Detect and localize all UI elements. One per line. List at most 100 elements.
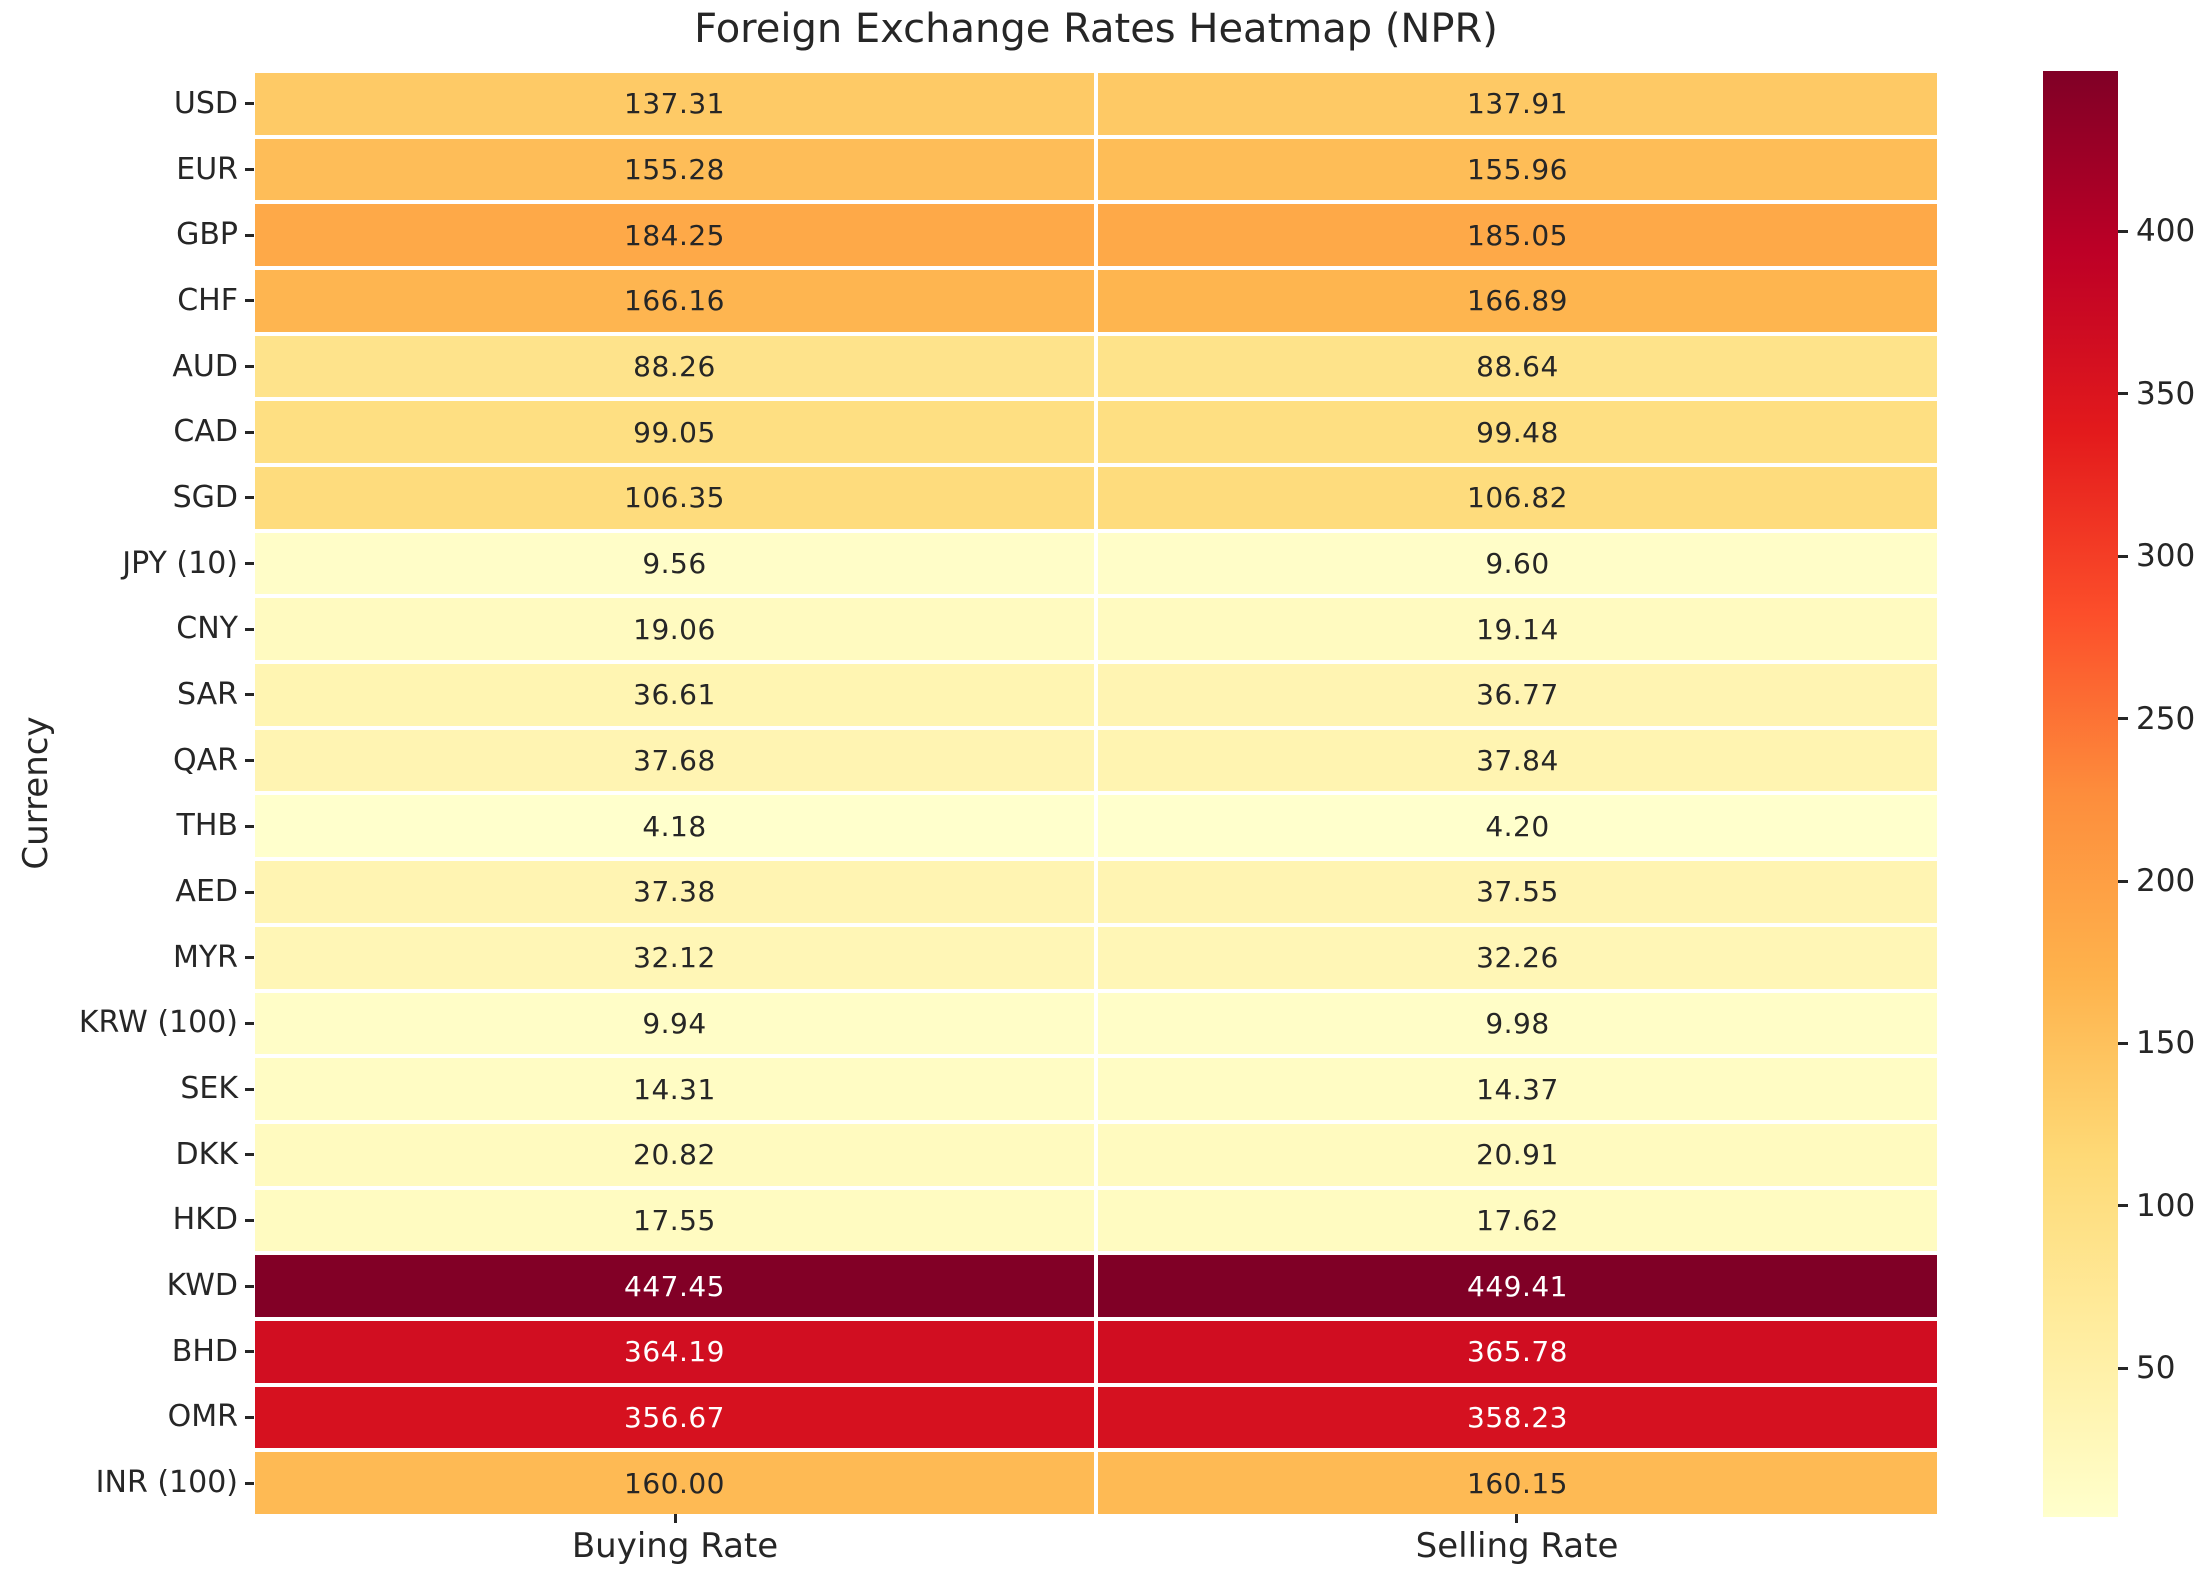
colorbar-tick-mark: [2118, 554, 2128, 558]
cell-value: 184.25: [624, 218, 725, 252]
heatmap-cell-hkd-selling: 17.62: [1098, 1189, 1937, 1252]
colorbar-tick-mark: [2118, 1204, 2128, 1208]
cell-value: 4.20: [1485, 809, 1550, 843]
x-tick-mark: [674, 1514, 677, 1523]
heatmap-cell-myr-buying: 32.12: [255, 926, 1094, 989]
cell-value: 36.77: [1476, 678, 1559, 712]
y-tick-mark: [245, 496, 254, 500]
cell-value: 166.16: [624, 284, 725, 318]
heatmap-cell-gbp-selling: 185.05: [1098, 204, 1937, 267]
heatmap-cell-aed-selling: 37.55: [1098, 861, 1937, 923]
x-tick-mark: [1515, 1514, 1518, 1523]
y-tick-label-myr: MYR: [172, 939, 238, 975]
heatmap-cell-bhd-selling: 365.78: [1098, 1320, 1937, 1383]
heatmap-cell-cny-selling: 19.14: [1098, 598, 1937, 661]
y-tick-mark: [245, 1153, 254, 1157]
cell-value: 155.28: [624, 153, 725, 186]
heatmap-cell-eur-selling: 155.96: [1098, 138, 1937, 201]
cell-value: 185.05: [1467, 218, 1568, 252]
y-tick-mark: [245, 890, 254, 894]
y-tick-mark: [245, 233, 254, 237]
heatmap-cell-chf-buying: 166.16: [255, 270, 1094, 332]
y-tick-mark: [245, 1350, 254, 1354]
y-tick-label-krw-100: KRW (100): [78, 1005, 238, 1041]
cell-value: 37.38: [633, 875, 716, 909]
heatmap-cell-gbp-buying: 184.25: [255, 204, 1094, 267]
cell-value: 88.64: [1476, 350, 1559, 384]
cell-value: 365.78: [1467, 1335, 1568, 1369]
cell-value: 37.55: [1476, 875, 1559, 909]
cell-value: 19.14: [1476, 612, 1559, 646]
cell-value: 160.15: [1467, 1466, 1568, 1500]
heatmap-cell-inr-100-selling: 160.15: [1098, 1452, 1937, 1514]
y-tick-label-aed: AED: [175, 874, 238, 910]
cell-value: 137.91: [1467, 87, 1568, 121]
heatmap-cell-jpy-10-buying: 9.56: [255, 532, 1094, 595]
heatmap-cell-bhd-buying: 364.19: [255, 1320, 1094, 1383]
y-tick-label-hkd: HKD: [172, 1202, 238, 1238]
y-tick-mark: [245, 1481, 254, 1485]
heatmap-cell-sek-buying: 14.31: [255, 1058, 1094, 1120]
y-tick-label-cny: CNY: [176, 611, 238, 647]
cell-value: 37.68: [633, 744, 716, 778]
heatmap-cell-sar-buying: 36.61: [255, 664, 1094, 726]
heatmap-cell-qar-selling: 37.84: [1098, 729, 1937, 792]
heatmap-cell-thb-buying: 4.18: [255, 795, 1094, 858]
y-tick-label-cad: CAD: [173, 414, 238, 450]
y-tick-mark: [245, 365, 254, 369]
colorbar-tick-label-250: 250: [2136, 700, 2196, 737]
y-tick-mark: [245, 430, 254, 434]
y-tick-label-dkk: DKK: [175, 1136, 238, 1172]
y-tick-label-usd: USD: [173, 85, 238, 121]
colorbar-tick-mark: [2118, 717, 2128, 721]
heatmap-cell-inr-100-buying: 160.00: [255, 1452, 1094, 1514]
heatmap-cell-kwd-buying: 447.45: [255, 1255, 1094, 1317]
cell-value: 32.26: [1476, 941, 1559, 975]
colorbar-tick-label-100: 100: [2136, 1187, 2196, 1224]
chart-title: Foreign Exchange Rates Heatmap (NPR): [694, 6, 1498, 52]
heatmap-cell-cad-buying: 99.05: [255, 401, 1094, 464]
y-tick-mark: [245, 168, 254, 172]
y-tick-mark: [245, 824, 254, 828]
y-tick-mark: [245, 1415, 254, 1419]
heatmap-cell-krw-100-buying: 9.94: [255, 992, 1094, 1055]
cell-value: 20.91: [1476, 1138, 1559, 1172]
cell-value: 160.00: [624, 1466, 725, 1500]
cell-value: 9.94: [642, 1006, 707, 1040]
cell-value: 364.19: [624, 1335, 725, 1369]
colorbar-tick-label-300: 300: [2136, 538, 2196, 575]
cell-value: 447.45: [624, 1269, 725, 1303]
cell-value: 14.37: [1476, 1072, 1559, 1106]
heatmap-grid: 137.31 137.91 155.28 155.96 184.25 185.05 166.…: [255, 73, 1937, 1514]
heatmap-cell-hkd-buying: 17.55: [255, 1189, 1094, 1252]
y-tick-mark: [245, 1021, 254, 1025]
heatmap-cell-aud-buying: 88.26: [255, 335, 1094, 398]
y-tick-label-bhd: BHD: [171, 1333, 238, 1369]
cell-value: 99.05: [633, 415, 716, 449]
heatmap-cell-chf-selling: 166.89: [1098, 270, 1937, 332]
cell-value: 20.82: [633, 1138, 716, 1172]
colorbar-tick-label-50: 50: [2136, 1350, 2176, 1387]
heatmap-cell-aed-buying: 37.38: [255, 861, 1094, 923]
heatmap-cell-aud-selling: 88.64: [1098, 335, 1937, 398]
heatmap-cell-eur-buying: 155.28: [255, 138, 1094, 201]
y-tick-label-kwd: KWD: [166, 1268, 238, 1304]
cell-value: 19.06: [633, 612, 716, 646]
heatmap-cell-omr-selling: 358.23: [1098, 1386, 1937, 1449]
heatmap-cell-thb-selling: 4.20: [1098, 795, 1937, 858]
cell-value: 106.35: [624, 481, 725, 515]
cell-value: 155.96: [1467, 153, 1568, 186]
y-tick-mark: [245, 562, 254, 566]
colorbar-tick-mark: [2118, 1041, 2128, 1045]
y-tick-label-sar: SAR: [177, 676, 238, 712]
colorbar-tick-mark: [2118, 879, 2128, 883]
y-tick-mark: [245, 693, 254, 697]
heatmap-cell-sek-selling: 14.37: [1098, 1058, 1937, 1120]
cell-value: 32.12: [633, 941, 716, 975]
y-axis-label: Currency: [16, 716, 56, 870]
heatmap-cell-cny-buying: 19.06: [255, 598, 1094, 661]
colorbar-tick-mark: [2118, 392, 2128, 396]
cell-value: 137.31: [624, 87, 725, 121]
y-tick-mark: [245, 102, 254, 106]
